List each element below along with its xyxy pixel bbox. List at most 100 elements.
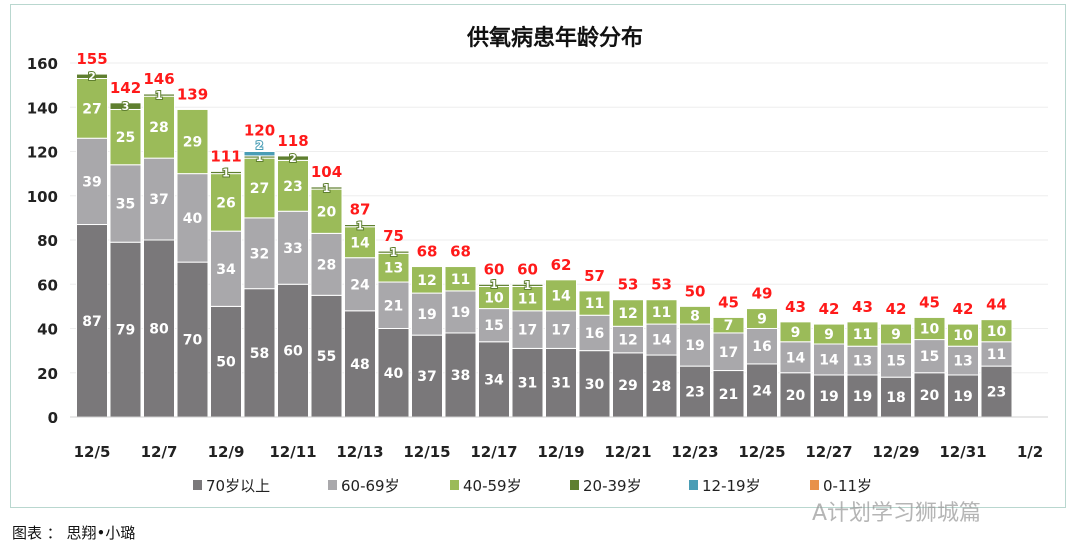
bar-segment xyxy=(109,102,142,110)
segment-label: 31 xyxy=(518,376,537,392)
segment-label: 1 xyxy=(356,220,364,233)
bar-segment xyxy=(846,321,879,347)
total-label: 75 xyxy=(383,227,404,245)
total-label: 139 xyxy=(177,85,208,103)
segment-label: 23 xyxy=(685,385,704,401)
segment-label: 2 xyxy=(289,152,297,165)
segment-label: 39 xyxy=(82,174,101,190)
segment-label: 24 xyxy=(350,277,370,293)
segment-label: 58 xyxy=(250,346,269,362)
bar-segment xyxy=(947,323,979,347)
segment-label: 25 xyxy=(116,130,135,146)
bar-segment xyxy=(511,283,544,287)
x-tick-label: 12/17 xyxy=(470,443,517,461)
segment-label: 20 xyxy=(920,388,940,404)
bar-segment xyxy=(980,365,1013,418)
bar-segment xyxy=(578,314,611,352)
segment-label: 14 xyxy=(819,353,839,369)
chart-title: 供氧病患年龄分布 xyxy=(466,25,643,51)
total-label: 62 xyxy=(551,256,572,274)
segment-label: 10 xyxy=(987,324,1007,340)
total-label: 53 xyxy=(618,276,639,294)
segment-label: 15 xyxy=(920,349,939,365)
segment-label: 17 xyxy=(719,345,738,361)
segment-label: 23 xyxy=(987,385,1006,401)
segment-label: 38 xyxy=(451,368,470,384)
bar-segment xyxy=(980,319,1013,343)
segment-label: 37 xyxy=(149,192,168,208)
bar-segment xyxy=(880,343,912,378)
total-label: 43 xyxy=(785,298,806,316)
bar-segment xyxy=(444,290,477,334)
bar-segment xyxy=(411,266,443,294)
total-label: 87 xyxy=(350,201,371,219)
bar-segment xyxy=(310,186,343,190)
bar-segment xyxy=(344,224,376,228)
segment-label: 19 xyxy=(685,338,704,354)
y-tick-label: 140 xyxy=(27,99,58,117)
segment-label: 79 xyxy=(116,323,135,339)
segment-label: 20 xyxy=(317,204,337,220)
bar-segment xyxy=(143,95,175,159)
total-label: 104 xyxy=(311,163,342,181)
x-tick-label: 12/15 xyxy=(403,443,450,461)
bar-segment xyxy=(846,374,879,418)
segment-label: 13 xyxy=(853,354,872,370)
bar-segment xyxy=(746,363,778,418)
bar-segment xyxy=(913,372,946,418)
segment-label: 31 xyxy=(551,376,570,392)
legend-swatch xyxy=(810,480,819,490)
bar-segment xyxy=(545,310,577,349)
segment-label: 1 xyxy=(390,246,398,259)
x-tick-label: 1/2 xyxy=(1017,443,1043,461)
segment-label: 11 xyxy=(585,296,604,312)
bar-segment xyxy=(210,173,242,232)
bar-segment xyxy=(377,328,410,418)
legend-swatch xyxy=(328,480,337,490)
segment-label: 1 xyxy=(222,166,230,179)
y-tick-label: 20 xyxy=(37,365,58,383)
segment-label: 48 xyxy=(350,357,369,373)
segment-label: 21 xyxy=(719,387,738,403)
x-tick-label: 12/7 xyxy=(141,443,178,461)
segment-label: 10 xyxy=(484,291,504,307)
total-label: 53 xyxy=(651,276,672,294)
legend-label: 0-11岁 xyxy=(823,477,872,495)
total-label: 57 xyxy=(584,267,605,285)
bar-segment xyxy=(947,374,979,418)
bar-segment xyxy=(243,151,276,157)
segment-label: 19 xyxy=(819,389,838,405)
total-label: 118 xyxy=(277,132,308,150)
x-tick-label: 12/23 xyxy=(671,443,718,461)
segment-label: 10 xyxy=(920,322,940,338)
segment-label: 10 xyxy=(953,328,973,344)
bar-segment xyxy=(746,328,778,365)
legend-label: 60-69岁 xyxy=(341,477,400,495)
segment-label: 9 xyxy=(891,327,901,343)
segment-label: 29 xyxy=(618,378,637,394)
total-label: 111 xyxy=(210,147,241,165)
segment-label: 17 xyxy=(551,323,570,339)
segment-label: 27 xyxy=(82,101,101,117)
total-label: 45 xyxy=(718,293,739,311)
total-label: 146 xyxy=(143,70,174,88)
bar-segment xyxy=(612,325,644,354)
segment-label: 11 xyxy=(652,305,671,321)
segment-label: 28 xyxy=(149,120,168,136)
segment-label: 37 xyxy=(417,369,436,385)
segment-label: 14 xyxy=(350,235,370,251)
bar-segment xyxy=(511,347,544,418)
bar-segment xyxy=(478,283,510,287)
y-tick-label: 60 xyxy=(37,276,58,294)
x-tick-label: 12/27 xyxy=(805,443,852,461)
bar-segment xyxy=(779,372,812,418)
bar-segment xyxy=(444,332,477,418)
bar-segment xyxy=(846,345,879,376)
segment-label: 8 xyxy=(690,308,700,324)
bar-segment xyxy=(746,308,778,329)
segment-label: 40 xyxy=(384,366,404,382)
segment-label: 30 xyxy=(585,377,605,393)
segment-label: 1 xyxy=(256,151,264,164)
bar-segment xyxy=(210,170,242,175)
bar-segment xyxy=(545,279,577,312)
